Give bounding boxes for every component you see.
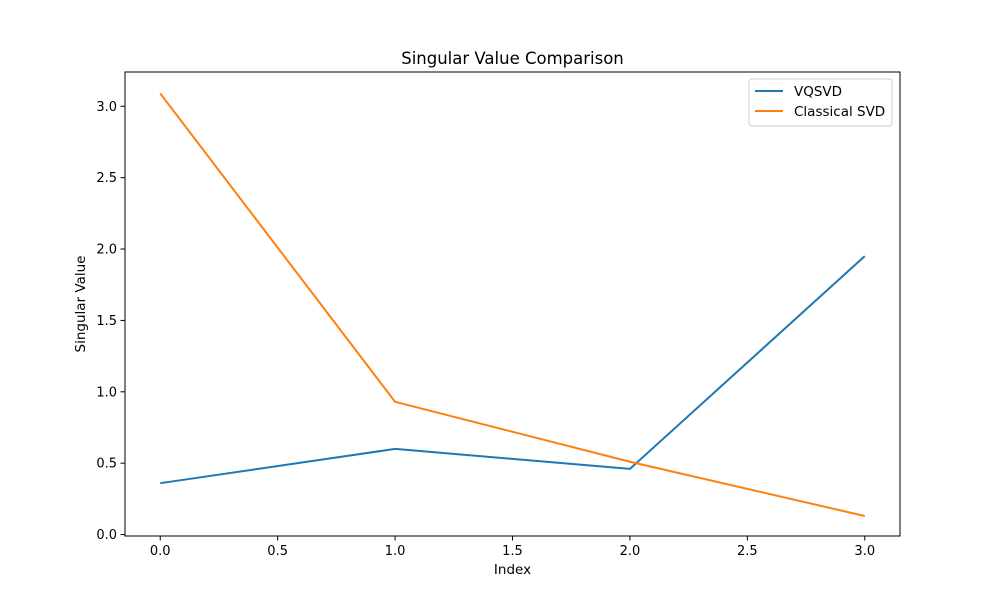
legend-label-vqsvd: VQSVD <box>794 84 842 100</box>
x-tick-label: 0.5 <box>267 544 288 559</box>
y-axis-label: Singular Value <box>73 256 89 353</box>
x-axis-label: Index <box>494 562 531 578</box>
y-tick-label: 1.5 <box>96 314 117 329</box>
series-lines <box>159 92 866 517</box>
x-tick-label: 1.5 <box>502 544 523 559</box>
plot-frame <box>124 71 901 537</box>
y-tick-label: 0.5 <box>96 457 117 472</box>
x-tick-label: 3.0 <box>854 544 875 559</box>
legend: VQSVD Classical SVD <box>748 78 893 127</box>
legend-box <box>748 78 893 127</box>
series-line-classical-svd <box>159 92 865 517</box>
y-axis-ticks: 0.0 0.5 1.0 1.5 2.0 2.5 3.0 <box>96 100 125 543</box>
x-tick-label: 1.0 <box>385 544 406 559</box>
y-tick-label: 0.0 <box>96 528 117 543</box>
legend-label-classical-svd: Classical SVD <box>794 104 885 120</box>
y-tick-label: 2.0 <box>96 243 117 258</box>
x-tick-label: 0.0 <box>150 544 171 559</box>
y-tick-label: 2.5 <box>96 171 117 186</box>
y-tick-label: 3.0 <box>96 100 117 115</box>
y-tick-label: 1.0 <box>96 385 117 400</box>
x-axis-ticks: 0.0 0.5 1.0 1.5 2.0 2.5 3.0 <box>150 536 875 559</box>
chart-title: Singular Value Comparison <box>401 49 624 68</box>
series-line-vqsvd <box>160 255 866 485</box>
x-tick-label: 2.5 <box>737 544 758 559</box>
x-tick-label: 2.0 <box>620 544 641 559</box>
